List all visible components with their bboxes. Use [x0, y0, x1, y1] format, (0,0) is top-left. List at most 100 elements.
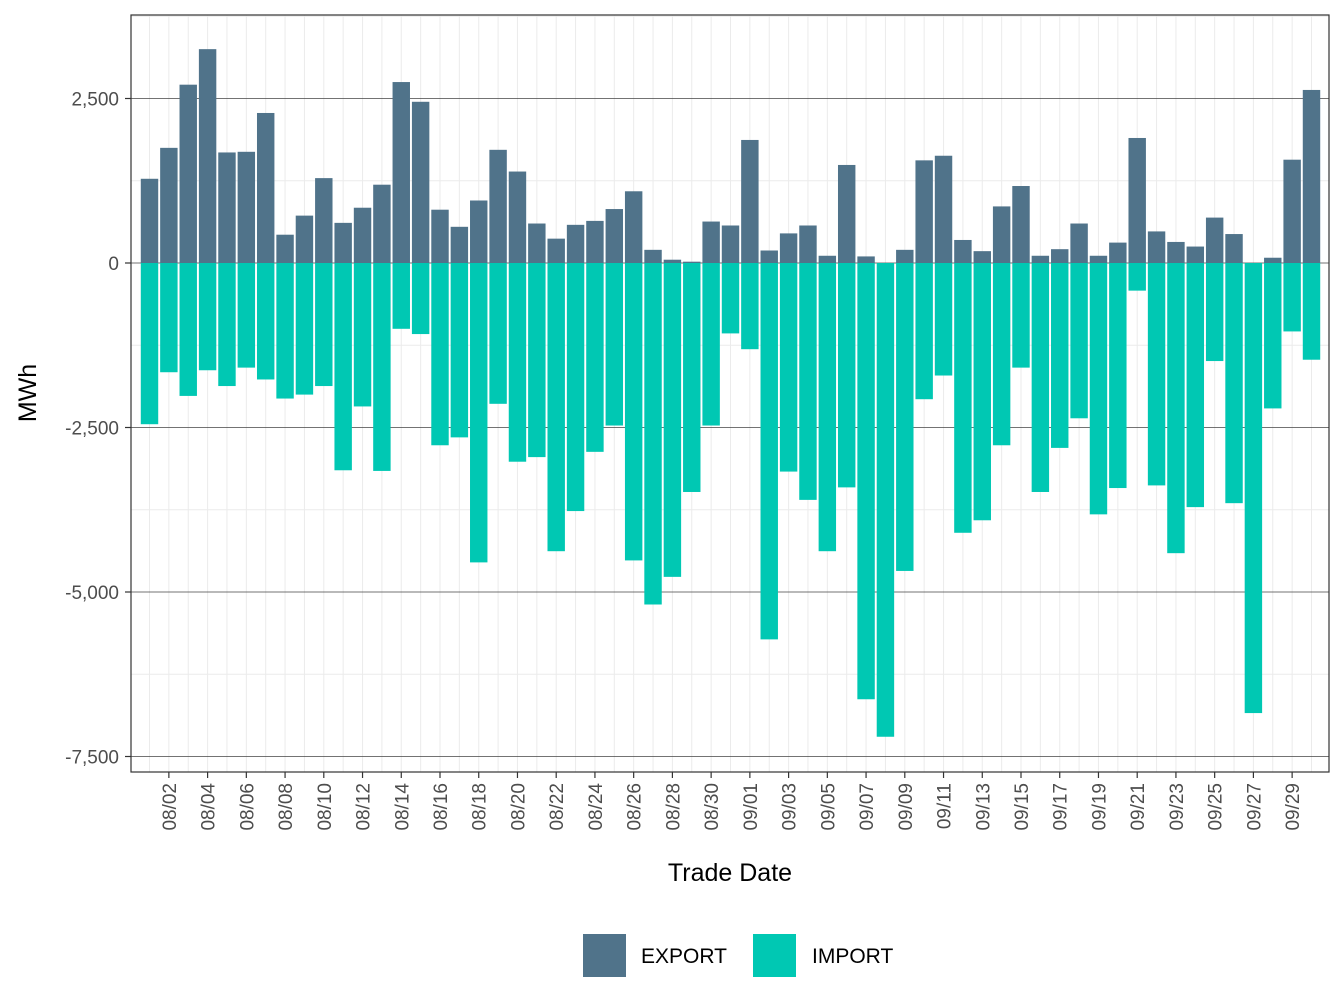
bar-import-09-09: [896, 263, 914, 571]
bar-import-08-14: [392, 263, 410, 329]
bar-export-09-04: [799, 225, 817, 263]
bar-export-08-23: [566, 224, 585, 263]
bar-export-09-25: [1205, 217, 1224, 263]
x-axis-title: Trade Date: [668, 859, 792, 887]
bar-export-08-22: [547, 238, 565, 263]
x-tick-label: 09/13: [973, 783, 994, 831]
bar-export-09-12: [954, 239, 972, 263]
x-tick-label: 09/05: [818, 783, 839, 831]
bar-import-08-26: [624, 263, 643, 561]
bar-export-08-07: [256, 112, 275, 263]
bar-export-09-29: [1283, 159, 1301, 263]
bar-import-08-08: [276, 263, 294, 399]
x-tick-label: 08/20: [508, 783, 529, 831]
bar-import-09-03: [779, 263, 798, 472]
legend: EXPORT IMPORT: [583, 934, 893, 977]
x-tick-label: 09/17: [1051, 783, 1072, 831]
bar-import-09-10: [915, 263, 933, 400]
x-tick-label: 09/11: [935, 783, 956, 829]
y-tick-label: -7,500: [65, 748, 119, 769]
bar-import-09-26: [1225, 263, 1243, 504]
x-tick-label: 08/08: [276, 783, 297, 831]
bars-group: [140, 49, 1321, 737]
x-tick-label: 08/22: [547, 783, 568, 831]
x-tick-label: 09/21: [1128, 783, 1149, 831]
bar-import-09-13: [973, 263, 991, 521]
bar-export-09-11: [934, 155, 953, 263]
bar-import-09-19: [1089, 263, 1108, 515]
bar-import-09-02: [760, 263, 778, 640]
bar-export-09-09: [896, 249, 914, 263]
bar-import-08-15: [411, 263, 430, 335]
y-axis: 2,500 0 -2,500 -5,000 -7,500: [65, 90, 131, 769]
x-tick-label: 09/27: [1244, 783, 1265, 831]
bar-export-09-05: [818, 255, 837, 263]
bar-import-08-29: [683, 263, 701, 492]
bar-import-08-06: [237, 263, 256, 368]
x-tick-label: 08/06: [237, 783, 258, 831]
bar-export-09-01: [741, 139, 759, 263]
bar-import-09-16: [1031, 263, 1050, 492]
legend-swatch-export: [583, 934, 626, 977]
bar-import-08-28: [663, 263, 682, 577]
bar-import-09-15: [1012, 263, 1030, 368]
bar-export-09-02: [760, 250, 778, 263]
bar-import-08-19: [489, 263, 507, 404]
bar-export-08-12: [353, 207, 372, 263]
bar-import-09-23: [1167, 263, 1185, 554]
bar-import-09-21: [1128, 263, 1146, 291]
x-tick-label: 09/03: [780, 783, 801, 831]
x-axis: 08/02 08/04 08/06 08/08 08/10 08/12 08/14 08/16…: [160, 772, 1304, 831]
bar-export-08-09: [295, 215, 314, 263]
bar-export-08-01: [140, 178, 159, 263]
bar-import-09-28: [1264, 263, 1282, 409]
x-tick-label: 08/24: [586, 783, 607, 831]
bar-import-08-23: [566, 263, 585, 512]
bar-import-09-20: [1109, 263, 1127, 489]
x-tick-label: 09/29: [1283, 783, 1304, 831]
bar-export-08-14: [392, 82, 410, 263]
bar-import-09-12: [954, 263, 972, 533]
bar-import-08-10: [315, 263, 333, 387]
bar-export-09-22: [1147, 231, 1166, 263]
x-tick-label: 09/15: [1012, 783, 1033, 831]
bar-export-09-17: [1051, 249, 1069, 263]
bar-import-08-25: [605, 263, 624, 426]
bar-export-08-26: [624, 191, 643, 263]
bar-export-08-18: [470, 200, 488, 263]
bar-import-08-02: [160, 263, 178, 373]
bar-export-08-27: [644, 249, 662, 263]
bar-export-08-28: [663, 259, 682, 263]
y-tick-label: -2,500: [65, 419, 119, 440]
bar-import-08-16: [431, 263, 449, 446]
bar-export-09-28: [1264, 257, 1282, 263]
bar-export-08-04: [198, 49, 217, 264]
bar-export-09-03: [779, 233, 798, 263]
bar-export-09-18: [1070, 223, 1088, 263]
bar-export-08-13: [373, 184, 391, 263]
bar-import-08-04: [198, 263, 217, 371]
bar-import-09-24: [1186, 263, 1205, 508]
bar-export-08-17: [450, 226, 469, 263]
bar-import-09-14: [992, 263, 1011, 446]
bar-import-08-05: [218, 263, 236, 387]
legend-swatch-import: [753, 934, 796, 977]
bar-export-09-07: [857, 256, 875, 263]
x-tick-label: 09/07: [857, 783, 878, 831]
x-tick-label: 08/30: [702, 783, 723, 831]
bar-export-08-03: [179, 84, 197, 263]
y-tick-label: 0: [108, 254, 119, 275]
x-tick-label: 09/09: [896, 783, 917, 831]
bar-export-09-24: [1186, 246, 1205, 263]
bar-import-08-20: [508, 263, 527, 462]
bar-export-09-26: [1225, 234, 1243, 263]
bar-export-08-21: [528, 223, 546, 263]
bar-import-09-17: [1051, 263, 1069, 448]
bar-import-08-21: [528, 263, 546, 458]
bar-export-09-30: [1302, 89, 1321, 263]
bar-import-08-18: [470, 263, 488, 563]
bar-export-09-19: [1089, 255, 1108, 263]
x-tick-label: 09/25: [1206, 783, 1227, 831]
bar-export-08-24: [586, 220, 604, 263]
